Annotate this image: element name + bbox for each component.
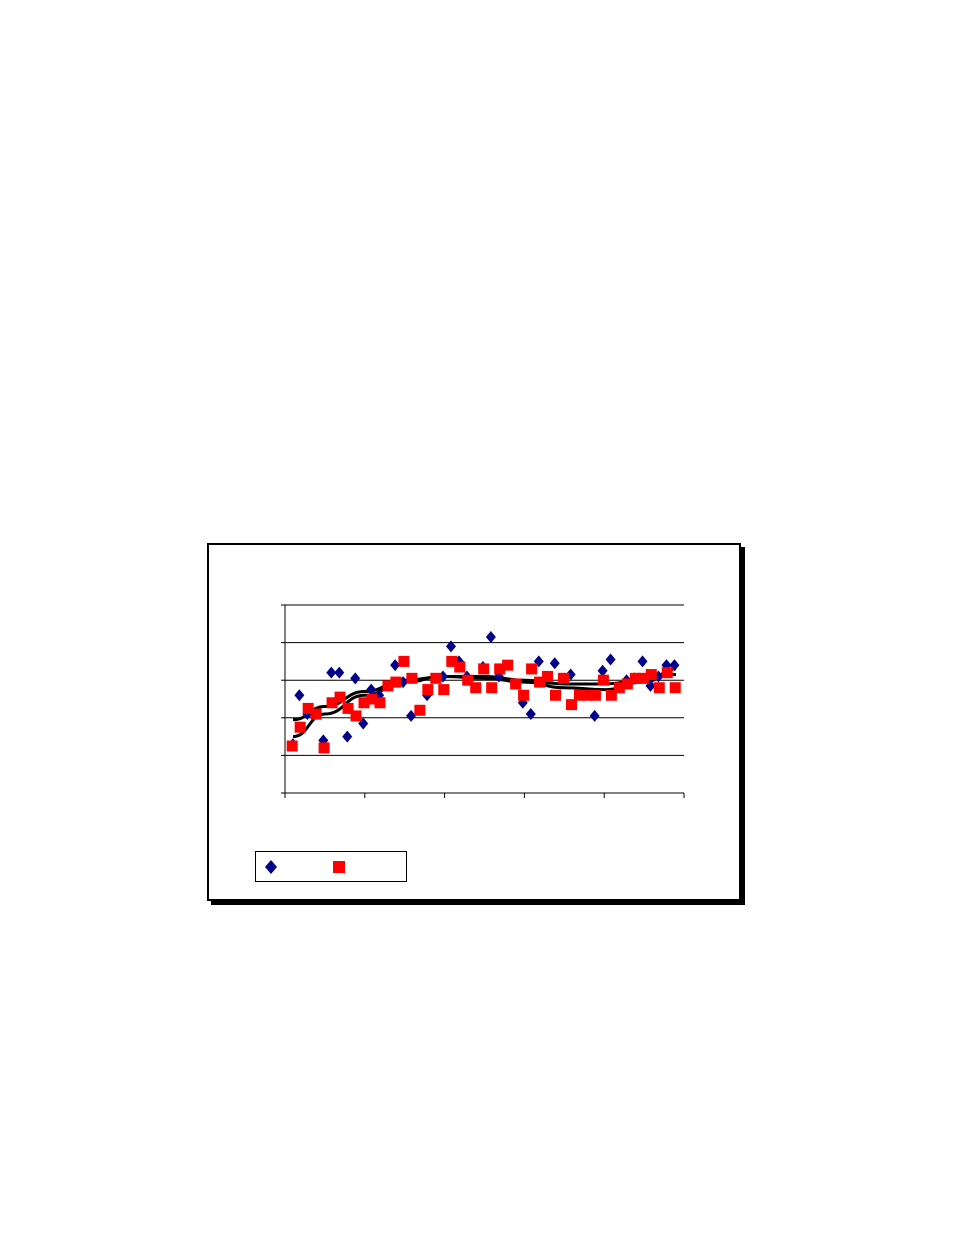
square-point (358, 697, 370, 709)
diamond-point (326, 666, 337, 679)
square-point (438, 684, 450, 696)
square-point (390, 676, 402, 688)
square-point (629, 672, 641, 684)
diamond-point (525, 708, 536, 721)
square-point (661, 667, 673, 679)
square-point (637, 672, 649, 684)
square-point (581, 689, 593, 701)
square-point (398, 655, 410, 667)
square-point (605, 689, 617, 701)
diamond-point (350, 672, 361, 685)
square-point (621, 678, 633, 690)
square-point (526, 663, 538, 675)
square-point (669, 682, 681, 694)
diamond-point (669, 659, 680, 672)
square-point (302, 702, 314, 714)
diamond-point (637, 655, 648, 668)
square-point (286, 740, 298, 752)
square-point (446, 655, 458, 667)
square-point (550, 689, 562, 701)
diamond-point (605, 653, 616, 666)
square-point (414, 704, 426, 716)
square-point (589, 689, 601, 701)
square-point (597, 674, 609, 686)
chart-plot (281, 604, 685, 798)
square-point (326, 697, 338, 709)
square-point (422, 684, 434, 696)
square-point (565, 699, 577, 711)
square-point (518, 689, 530, 701)
diamond-point (294, 689, 305, 702)
square-point (342, 702, 354, 714)
diamond-point (342, 730, 353, 743)
diamond-point (549, 657, 560, 670)
square-point (653, 682, 665, 694)
legend-entry-series-2 (332, 859, 346, 875)
diamond-point (406, 709, 417, 722)
square-point (613, 682, 625, 694)
square-point (510, 678, 522, 690)
data-points (286, 630, 681, 754)
axis-ticks (281, 604, 685, 798)
square-point (534, 676, 546, 688)
diamond-point (565, 668, 576, 681)
legend-entry-series-1 (264, 859, 278, 875)
diamond-point (422, 689, 433, 702)
square-point (454, 661, 466, 673)
square-point (462, 674, 474, 686)
chart-frame (207, 543, 741, 901)
square-point (502, 659, 514, 671)
square-point (310, 708, 322, 720)
diamond-point (366, 683, 377, 696)
trendlines (292, 667, 677, 739)
diamond-point (445, 640, 456, 653)
diamond-point (597, 664, 608, 677)
square-point (350, 710, 362, 722)
square-point (294, 721, 306, 733)
square-point (318, 742, 330, 754)
square-point (645, 669, 657, 681)
square-point (573, 689, 585, 701)
square-point (542, 670, 554, 682)
square-point (558, 672, 570, 684)
square-point (486, 682, 498, 694)
square-point (374, 697, 386, 709)
square-point (382, 680, 394, 692)
diamond-point (589, 709, 600, 722)
square-marker-icon (333, 861, 345, 873)
diamond-marker-icon (265, 860, 277, 874)
diamond-point (645, 679, 656, 692)
square-point (406, 672, 418, 684)
square-point (334, 691, 346, 703)
diamond-point (334, 666, 345, 679)
square-point (366, 693, 378, 705)
legend (255, 851, 407, 882)
diamond-point (485, 630, 496, 643)
square-point (494, 663, 506, 675)
diamond-point (358, 717, 369, 730)
square-point (478, 663, 490, 675)
diamond-point (302, 708, 313, 721)
diamond-point (390, 659, 401, 672)
square-point (430, 672, 442, 684)
square-point (470, 682, 482, 694)
